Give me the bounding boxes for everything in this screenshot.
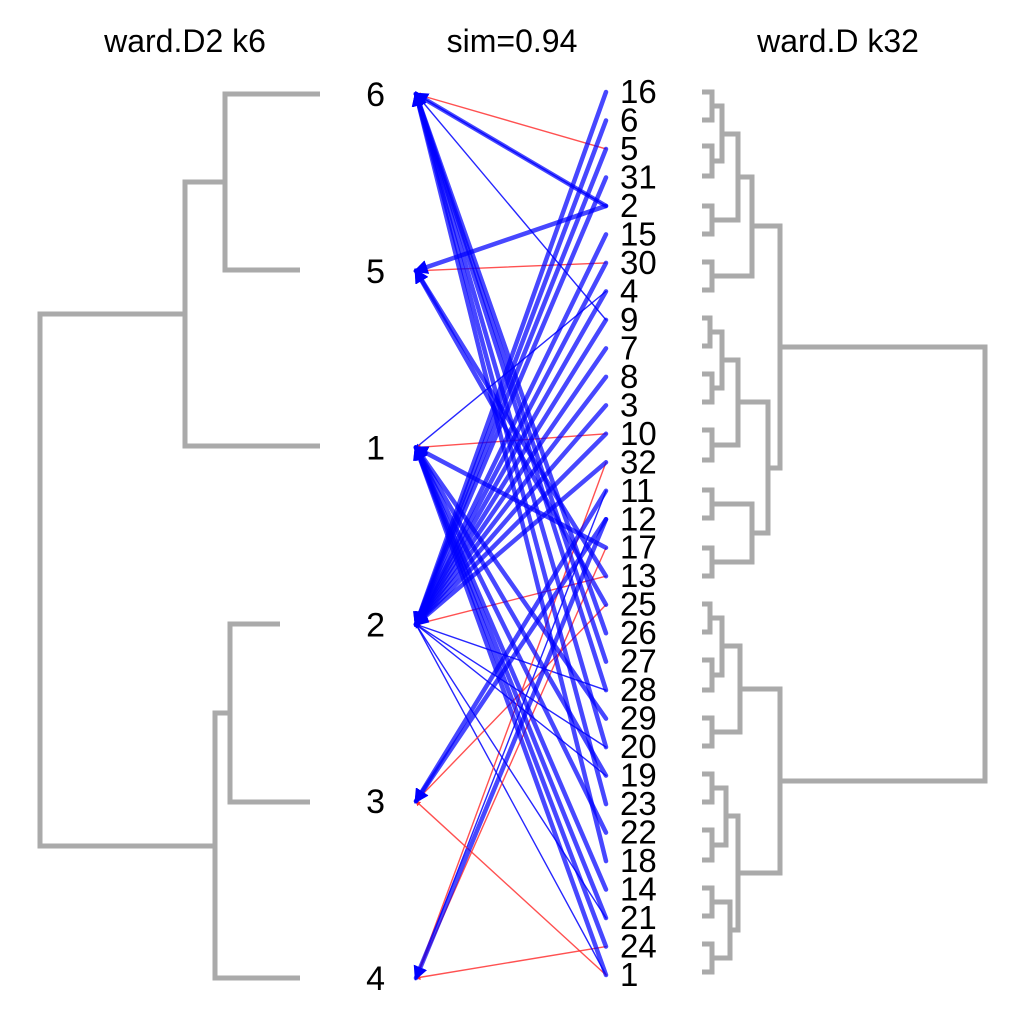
left-cluster-label: 3 [366, 783, 385, 821]
right-cluster-labels: 1665312153049783103211121713252627282920… [620, 73, 657, 993]
major-link [413, 431, 609, 627]
major-link [413, 374, 609, 627]
right-cluster-label: 25 [620, 586, 657, 623]
right-cluster-label: 1 [620, 956, 638, 993]
major-link [413, 91, 609, 209]
minor-link [414, 92, 607, 150]
right-dendrogram [702, 89, 988, 975]
minor-link [415, 623, 607, 976]
major-link [413, 445, 609, 721]
right-cluster-label: 28 [620, 671, 657, 708]
left-cluster-label: 2 [366, 606, 385, 644]
left-cluster-labels: 6 5 1 2 3 4 [366, 76, 385, 998]
major-link [413, 445, 609, 550]
major-link [413, 445, 609, 778]
right-cluster-label: 12 [620, 500, 657, 537]
right-cluster-label: 22 [620, 814, 657, 851]
right-cluster-label: 32 [620, 443, 657, 480]
major-link [412, 91, 609, 807]
major-link [413, 460, 609, 627]
right-cluster-label: 4 [620, 272, 638, 309]
left-cluster-label: 6 [366, 76, 385, 114]
right-cluster-label: 29 [620, 700, 657, 737]
right-cluster-label: 7 [620, 329, 638, 366]
major-link [413, 203, 609, 274]
minor-link [414, 262, 607, 274]
right-cluster-label: 5 [620, 130, 638, 167]
left-tree-title: ward.D2 k6 [103, 23, 266, 59]
right-cluster-label: 21 [620, 899, 657, 936]
right-cluster-label: 30 [620, 244, 657, 281]
right-cluster-label: 17 [620, 529, 657, 566]
similarity-title: sim=0.94 [447, 23, 578, 59]
right-cluster-label: 11 [620, 472, 654, 509]
minor-link [414, 945, 607, 981]
minor-link [415, 93, 607, 321]
right-cluster-label: 9 [620, 301, 638, 338]
left-cluster-label: 1 [366, 430, 385, 468]
major-link [413, 289, 609, 627]
right-cluster-label: 31 [620, 158, 657, 195]
right-cluster-label: 3 [620, 386, 638, 423]
right-cluster-label: 23 [620, 785, 657, 822]
right-cluster-label: 10 [620, 415, 657, 452]
major-links [411, 89, 609, 981]
right-cluster-label: 6 [620, 101, 638, 138]
left-cluster-label: 5 [366, 253, 385, 291]
major-link [413, 403, 609, 627]
major-link [413, 517, 609, 981]
right-cluster-label: 14 [620, 871, 657, 908]
major-link [413, 175, 609, 628]
minor-link [415, 800, 607, 976]
right-cluster-label: 24 [620, 928, 657, 965]
right-cluster-label: 20 [620, 728, 657, 765]
major-link [413, 445, 609, 835]
right-cluster-label: 13 [620, 557, 657, 594]
right-tree-title: ward.D k32 [756, 23, 919, 59]
right-cluster-label: 26 [620, 614, 657, 651]
major-link [413, 444, 609, 978]
right-cluster-label: 8 [620, 358, 638, 395]
right-cluster-label: 2 [620, 187, 638, 224]
left-dendrogram [37, 91, 320, 981]
right-cluster-label: 16 [620, 73, 657, 110]
major-link [412, 91, 609, 750]
left-cluster-label: 4 [366, 960, 385, 998]
major-link [411, 91, 609, 864]
right-cluster-label: 18 [620, 842, 657, 879]
right-cluster-label: 27 [620, 643, 657, 680]
right-cluster-label: 19 [620, 757, 657, 794]
right-cluster-label: 15 [620, 215, 657, 252]
